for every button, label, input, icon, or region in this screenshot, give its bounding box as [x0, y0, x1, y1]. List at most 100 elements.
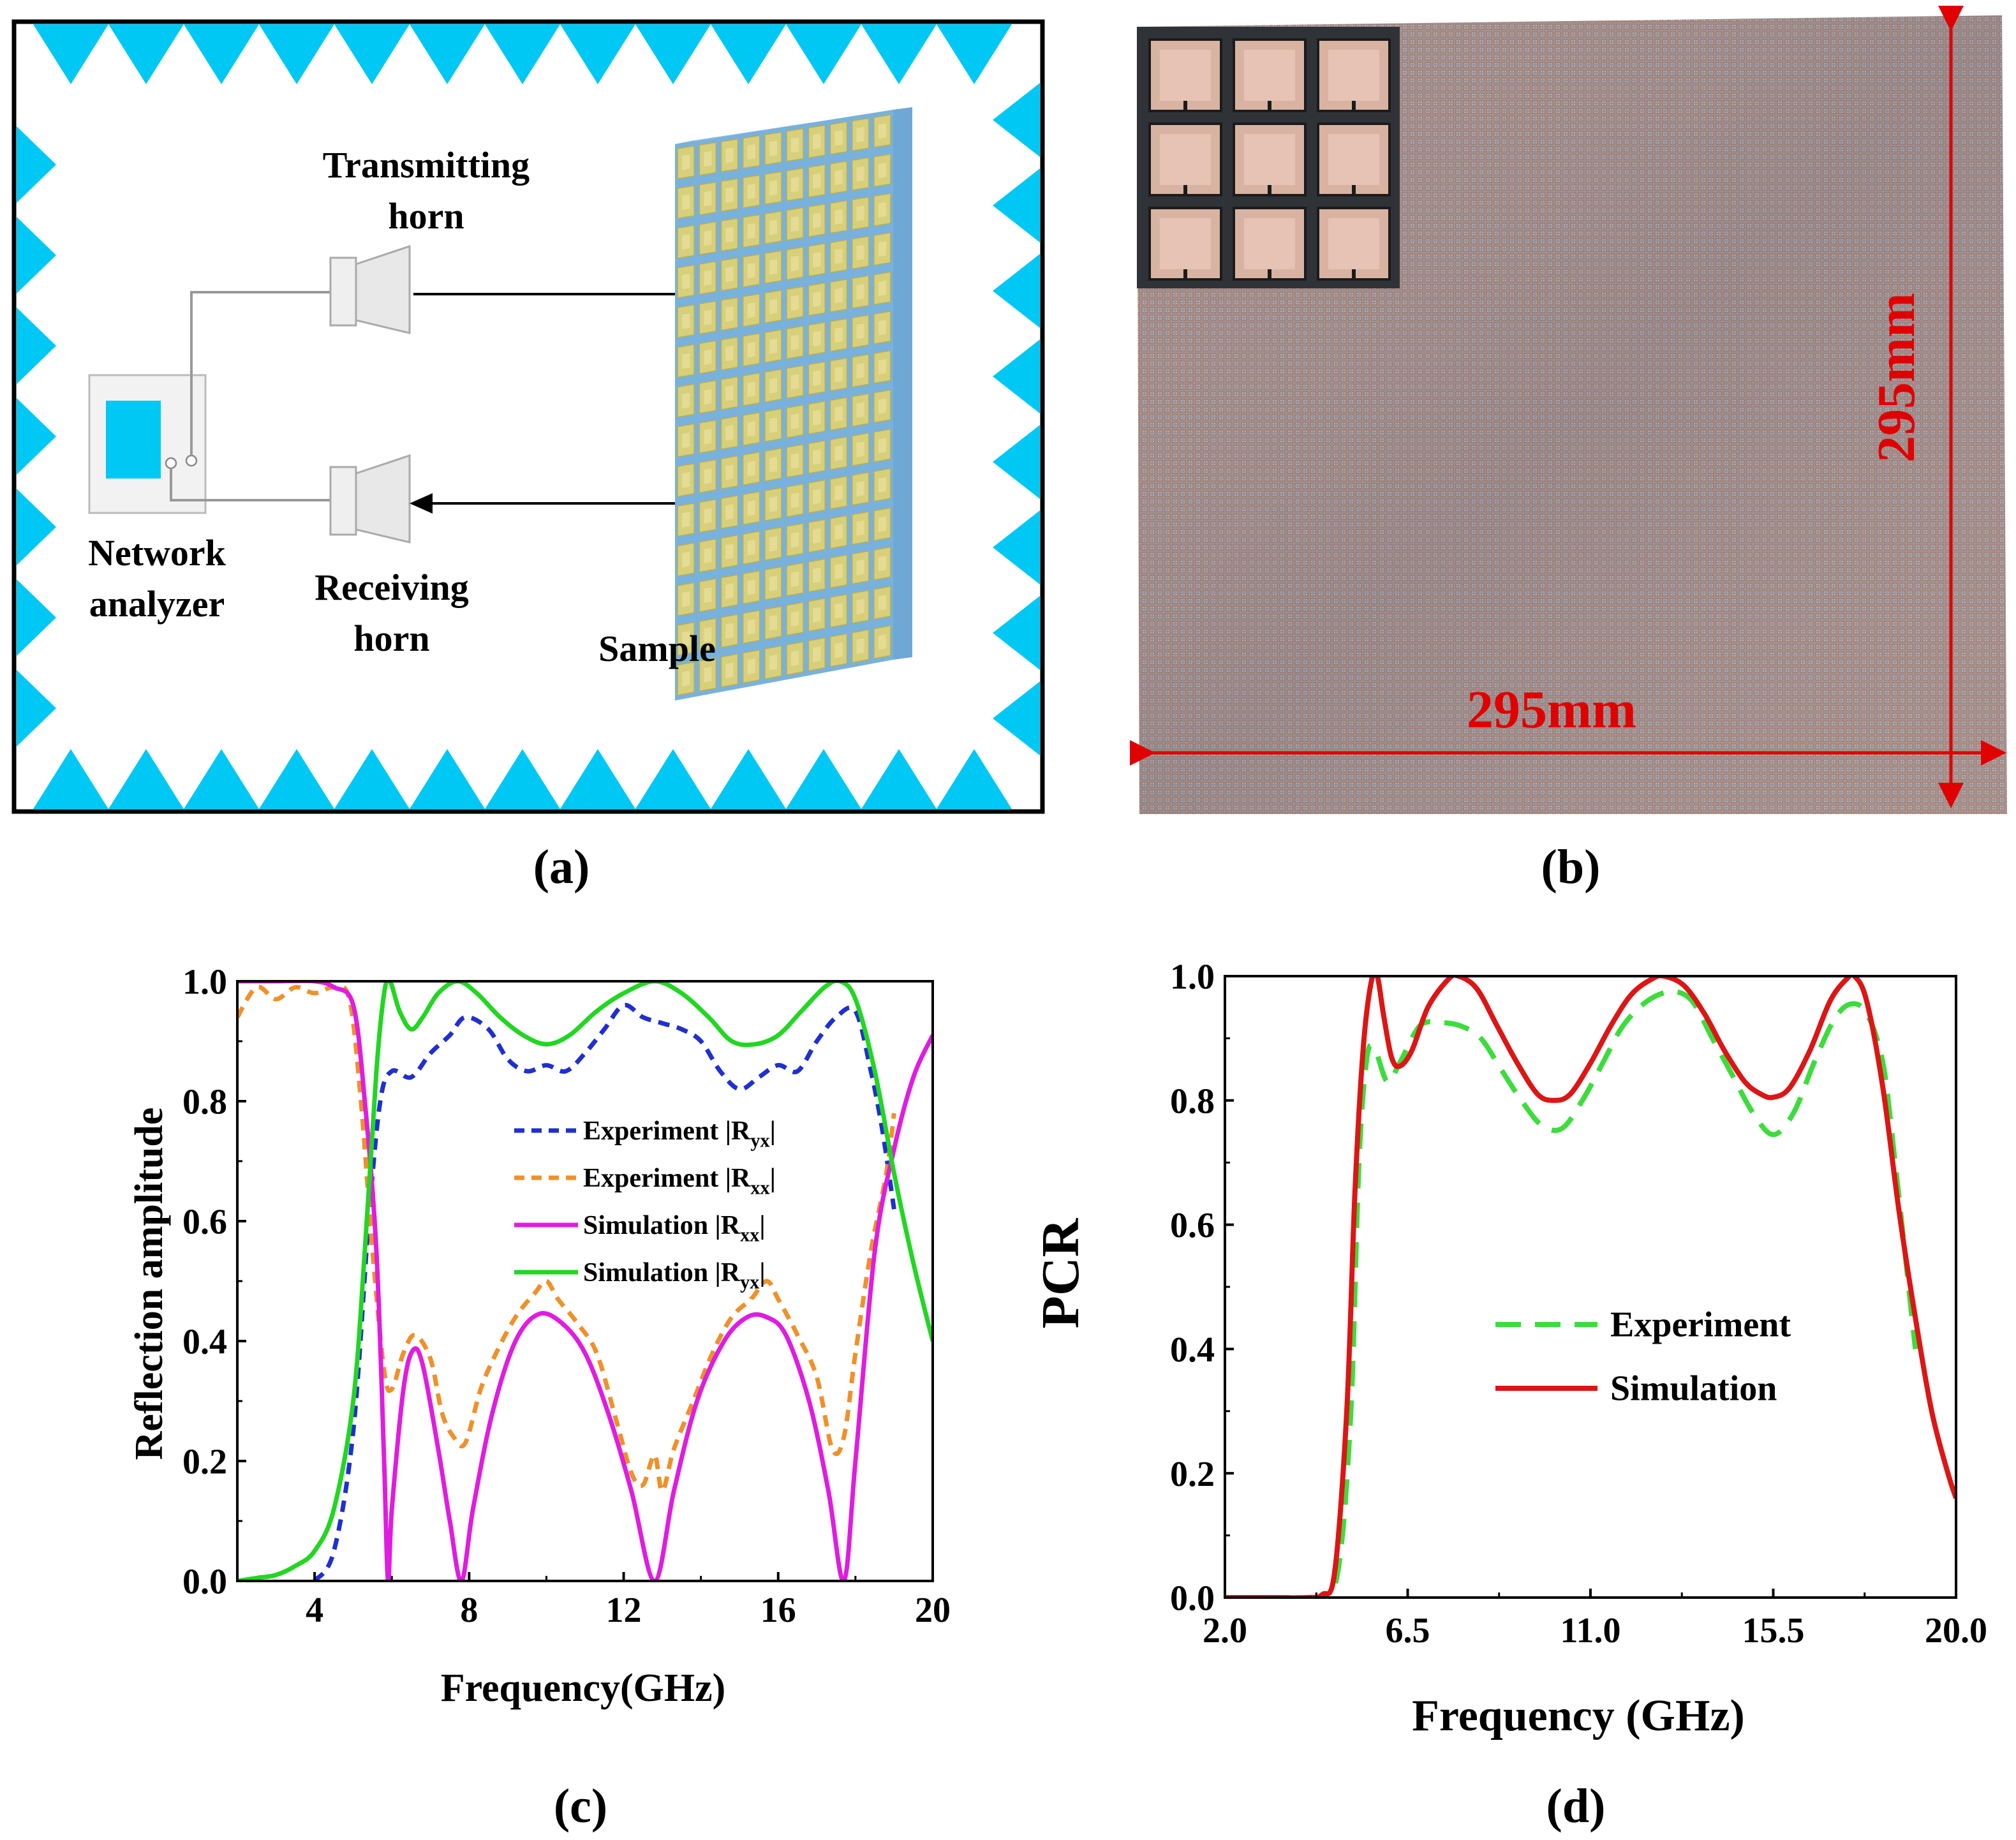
y-tick-label: 0.4 — [182, 1323, 227, 1362]
inset-unit-cell-patch — [1244, 218, 1295, 269]
sample-unit-cell-core — [681, 234, 690, 250]
sample-unit-cell-core — [747, 461, 755, 477]
sample-unit-cell-core — [834, 445, 843, 461]
absorber-cone — [861, 749, 937, 809]
absorber-cone — [259, 749, 334, 809]
sample-unit-cell-core — [681, 631, 690, 647]
sample-unit-cell-core — [790, 650, 799, 667]
sample-unit-cell-core — [878, 359, 887, 375]
absorber-cone — [786, 24, 861, 84]
absorber-cone — [184, 24, 259, 84]
absorber-cone — [33, 24, 108, 84]
absorber-cones — [17, 24, 1040, 809]
y-tick-label: 0.4 — [1170, 1330, 1215, 1370]
sample-unit-cell-core — [813, 449, 821, 465]
chart-c-curves — [237, 981, 933, 1581]
sample-unit-cell-core — [813, 567, 821, 584]
inset-unit-cell-gap — [1352, 185, 1356, 194]
absorber-cone — [485, 24, 560, 84]
sample-unit-cell-core — [878, 555, 887, 572]
network-analyzer-label-2: analyzer — [89, 583, 225, 625]
sample-unit-cell-core — [790, 374, 799, 390]
absorber-cone — [485, 749, 560, 809]
sample-unit-cell-core — [834, 130, 843, 146]
sample-unit-cell-core — [856, 480, 864, 497]
sample-unit-cell-core — [725, 187, 734, 203]
legend-label: Experiment |Rxx| — [583, 1164, 776, 1199]
legend-label: Experiment |Ryx| — [583, 1117, 776, 1152]
cable-to-transmitter — [190, 291, 330, 456]
absorber-cone — [410, 24, 485, 84]
sample-unit-cell-core — [725, 266, 734, 283]
legend-label: Simulation |Ryx| — [583, 1258, 766, 1293]
absorber-cone — [184, 749, 259, 809]
sample-unit-cell-core — [878, 438, 887, 454]
panel-a-label: (a) — [533, 840, 590, 894]
sample-unit-cell-core — [704, 389, 712, 405]
chart-c-xlabel: Frequency(GHz) — [441, 1666, 726, 1710]
y-tick-label: 0.6 — [182, 1203, 227, 1242]
sample-unit-cell-core — [856, 362, 864, 379]
absorber-cone — [993, 596, 1040, 670]
y-tick-label: 0.8 — [1170, 1081, 1215, 1121]
sample-unit-cell-core — [681, 472, 690, 488]
sample-unit-cell-core — [704, 151, 712, 167]
x-tick-label: 20 — [915, 1591, 951, 1630]
receiving-horn-label-2: horn — [353, 618, 429, 659]
sample-unit-cell-core — [878, 123, 887, 139]
sample-unit-cell-core — [681, 512, 690, 528]
network-analyzer — [88, 374, 207, 514]
inset-unit-cell-gap — [1268, 185, 1271, 194]
series-line-experiment-r-yx — [313, 1002, 896, 1581]
sample-unit-cell-core — [747, 223, 755, 239]
sample-unit-cell-core — [856, 598, 864, 615]
sample-unit-cell-core — [769, 219, 778, 235]
cable-to-receiver — [170, 468, 330, 501]
absorber-cone — [410, 749, 485, 809]
sample-unit-cell-core — [856, 560, 864, 575]
series-line-experiment — [1225, 989, 1918, 1598]
network-analyzer-label-1: Network — [88, 532, 226, 574]
inset-unit-cell-patch — [1244, 134, 1295, 185]
sample-unit-cell-core — [704, 428, 712, 445]
sample-unit-cell-core — [704, 230, 712, 246]
sample-unit-cell-core — [769, 180, 778, 196]
absorber-cone — [334, 749, 410, 809]
y-tick-label: 0.0 — [1170, 1579, 1215, 1619]
absorber-cone — [108, 24, 184, 84]
absorber-cone — [861, 24, 937, 84]
sample-unit-cell-core — [856, 126, 864, 143]
absorber-cone — [993, 681, 1040, 755]
panel-d-label: (d) — [1546, 1779, 1606, 1833]
sample-unit-cell-core — [790, 255, 799, 272]
absorber-cone — [17, 670, 56, 746]
sample-unit-cell-core — [704, 190, 712, 207]
sample-unit-cell-core — [681, 273, 690, 290]
sample-unit-cell-core — [704, 349, 712, 366]
sample-unit-cell-core — [834, 366, 843, 383]
absorber-cone — [937, 749, 1012, 809]
inset-unit-cell-patch — [1328, 134, 1379, 185]
sample-unit-cell-core — [747, 421, 755, 437]
absorber-cone — [937, 24, 1012, 84]
sample-unit-cell-core — [747, 183, 755, 200]
sample-unit-cell-core — [769, 536, 778, 552]
sample-unit-cell-core — [834, 248, 843, 264]
sample-unit-cell-core — [834, 563, 843, 579]
sample-unit-cell-core — [813, 488, 821, 505]
sample-unit-cell-core — [725, 226, 734, 242]
sample-unit-cell-core — [747, 263, 755, 279]
sample-unit-cell-core — [725, 147, 734, 163]
chart-d-ylabel: PCR — [1031, 1217, 1090, 1328]
legend-label: Experiment — [1610, 1305, 1791, 1344]
absorber-cone — [993, 510, 1040, 584]
sample-unit-cell-core — [725, 425, 734, 441]
absorber-cone — [17, 579, 56, 656]
sample-unit-cell-core — [834, 642, 843, 658]
panel-b: 295mm 295mm (b) — [1130, 6, 2007, 894]
sample-unit-cell-core — [878, 398, 887, 414]
absorber-cone — [259, 24, 334, 84]
sample-unit-cell-core — [747, 382, 755, 397]
sample-unit-cell-core — [747, 342, 755, 358]
sample-unit-cell-core — [856, 244, 864, 261]
